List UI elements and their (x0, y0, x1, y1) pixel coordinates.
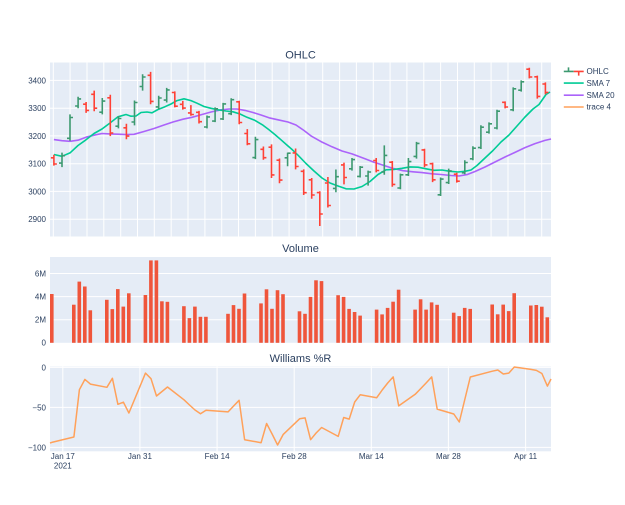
svg-text:Williams %R: Williams %R (270, 353, 332, 365)
svg-text:2900: 2900 (28, 215, 46, 224)
svg-text:3000: 3000 (28, 187, 46, 196)
svg-text:4M: 4M (35, 293, 46, 302)
svg-text:Feb 14: Feb 14 (205, 452, 230, 461)
svg-text:6M: 6M (35, 269, 46, 278)
svg-text:−100: −100 (28, 443, 47, 452)
svg-text:Mar 28: Mar 28 (436, 452, 461, 461)
svg-text:OHLC: OHLC (587, 67, 609, 76)
svg-text:2021: 2021 (54, 462, 72, 471)
svg-text:OHLC: OHLC (285, 50, 316, 62)
svg-text:Mar 14: Mar 14 (359, 452, 384, 461)
svg-text:trace 4: trace 4 (587, 103, 612, 112)
svg-text:Jan 17: Jan 17 (51, 452, 76, 461)
svg-text:Apr 11: Apr 11 (514, 452, 538, 461)
svg-text:3100: 3100 (28, 160, 46, 169)
svg-text:Feb 28: Feb 28 (282, 452, 307, 461)
svg-text:SMA 7: SMA 7 (587, 79, 611, 88)
svg-text:3200: 3200 (28, 132, 46, 141)
svg-text:3400: 3400 (28, 76, 46, 85)
svg-text:3300: 3300 (28, 104, 46, 113)
svg-text:Volume: Volume (282, 243, 319, 255)
svg-text:Jan 31: Jan 31 (128, 452, 153, 461)
svg-text:0: 0 (42, 339, 47, 348)
svg-text:SMA 20: SMA 20 (587, 91, 616, 100)
svg-text:0: 0 (42, 363, 47, 372)
svg-text:2M: 2M (35, 316, 46, 325)
svg-text:−50: −50 (32, 403, 46, 412)
